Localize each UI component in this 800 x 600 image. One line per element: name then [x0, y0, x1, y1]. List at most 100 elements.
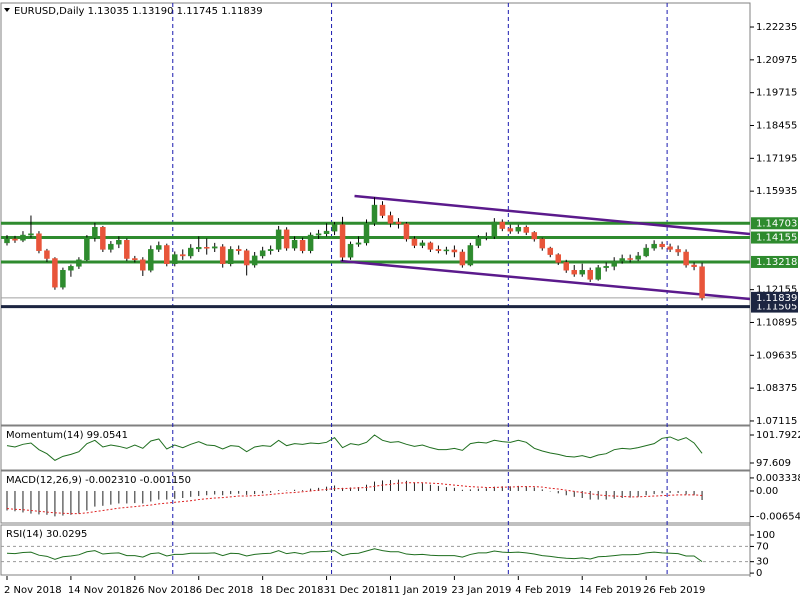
- level-label: 1.14155: [756, 233, 797, 244]
- y-tick-label: 101.7922: [756, 430, 800, 441]
- indicator-line: [6, 548, 703, 563]
- candle-body: [4, 238, 10, 244]
- candle-body: [235, 249, 242, 251]
- x-tick-label: 18 Dec 2018: [260, 585, 324, 596]
- candle-body: [411, 238, 418, 246]
- candle-body: [323, 230, 330, 235]
- candle-body: [619, 258, 625, 262]
- y-tick-label: 1.17195: [756, 153, 797, 164]
- candle-body: [571, 269, 577, 275]
- candle-body: [132, 258, 138, 261]
- candle-body: [651, 243, 657, 249]
- candle-body: [187, 247, 194, 257]
- y-tick-label: -0.006544: [756, 512, 800, 523]
- candle-body: [395, 221, 402, 225]
- candle-body: [451, 249, 458, 253]
- candle-body: [683, 251, 689, 266]
- candle-body: [211, 246, 218, 249]
- candle-body: [627, 258, 633, 260]
- indicator-title: Momentum(14) 99.0541: [6, 430, 128, 441]
- level-label: 1.11505: [756, 302, 797, 313]
- y-tick-label: 1.12155: [756, 285, 797, 296]
- candle-body: [467, 245, 474, 266]
- indicator-line: [6, 434, 703, 461]
- candle-body: [267, 249, 274, 251]
- y-tick-label: 100: [756, 530, 775, 541]
- x-tick-label: 14 Feb 2019: [579, 585, 641, 596]
- trendline: [340, 259, 750, 301]
- candle-body: [443, 249, 450, 252]
- candle-body: [539, 238, 546, 249]
- candle-body: [20, 234, 26, 241]
- x-tick-label: 26 Feb 2019: [643, 585, 705, 596]
- candle-body: [555, 254, 562, 263]
- y-tick-label: 97.609: [756, 458, 791, 469]
- y-tick-label: 1.20975: [756, 55, 797, 66]
- y-tick-label: 1.22235: [756, 22, 797, 33]
- candle-body: [164, 245, 170, 264]
- x-tick-label: 11 Jan 2019: [387, 585, 447, 596]
- level-label: 1.11839: [756, 293, 797, 304]
- x-tick-label: 2 Nov 2018: [4, 585, 62, 596]
- y-tick-label: 70: [756, 541, 769, 552]
- trendline: [354, 194, 750, 236]
- x-tick-label: 31 Dec 2018: [324, 585, 388, 596]
- candle-body: [148, 249, 154, 271]
- candle-body: [667, 246, 673, 250]
- candle-body: [603, 266, 609, 268]
- x-tick-label: 23 Jan 2019: [451, 585, 511, 596]
- candle-body: [691, 264, 697, 267]
- candle-body: [116, 240, 122, 245]
- symbol-header: EURUSD,Daily 1.13035 1.13190 1.11745 1.1…: [14, 6, 263, 17]
- candle-body: [675, 249, 681, 253]
- candle-body: [403, 223, 410, 240]
- candle-body: [339, 224, 346, 258]
- candle-body: [419, 242, 426, 246]
- candle-body: [219, 246, 226, 264]
- candle-body: [156, 245, 162, 250]
- y-tick-label: 0.003338: [756, 473, 800, 484]
- candle-body: [259, 250, 266, 257]
- indicator-title: RSI(14) 30.0295: [6, 529, 87, 540]
- y-tick-label: 1.10895: [756, 317, 797, 328]
- candle-body: [52, 258, 58, 288]
- candle-body: [108, 243, 114, 250]
- indicator-title: MACD(12,26,9) -0.002310 -0.001150: [6, 475, 191, 486]
- candle-body: [435, 249, 442, 251]
- y-tick-label: 1.07115: [756, 416, 797, 427]
- menu-arrow[interactable]: [4, 8, 10, 12]
- candle-body: [76, 259, 82, 267]
- candle-body: [124, 240, 130, 259]
- y-tick-label: 0: [756, 568, 762, 579]
- candle-body: [84, 237, 90, 261]
- candles: [1, 194, 750, 309]
- candle-body: [283, 229, 290, 249]
- candle-body: [36, 233, 42, 251]
- y-tick-label: 30: [756, 557, 769, 568]
- separators: [172, 3, 668, 575]
- candle-body: [172, 254, 178, 264]
- candle-body: [12, 238, 18, 241]
- candle-body: [180, 254, 186, 257]
- candle-body: [475, 237, 482, 246]
- candle-body: [643, 247, 649, 257]
- level-label-box: [751, 231, 798, 244]
- candle-body: [595, 267, 601, 280]
- candle-body: [60, 269, 66, 288]
- candle-body: [371, 204, 378, 224]
- candle-body: [427, 242, 434, 250]
- candle-body: [587, 269, 593, 280]
- candle-body: [307, 234, 314, 251]
- x-tick-label: 26 Nov 2018: [132, 585, 196, 596]
- candle-body: [68, 266, 74, 271]
- candle-body: [275, 229, 282, 250]
- candle-body: [659, 243, 665, 248]
- candle-body: [100, 226, 106, 250]
- candle-body: [483, 236, 490, 238]
- candle-body: [243, 250, 250, 266]
- candle-body: [699, 266, 705, 299]
- candle-body: [227, 249, 234, 264]
- candle-body: [347, 243, 354, 258]
